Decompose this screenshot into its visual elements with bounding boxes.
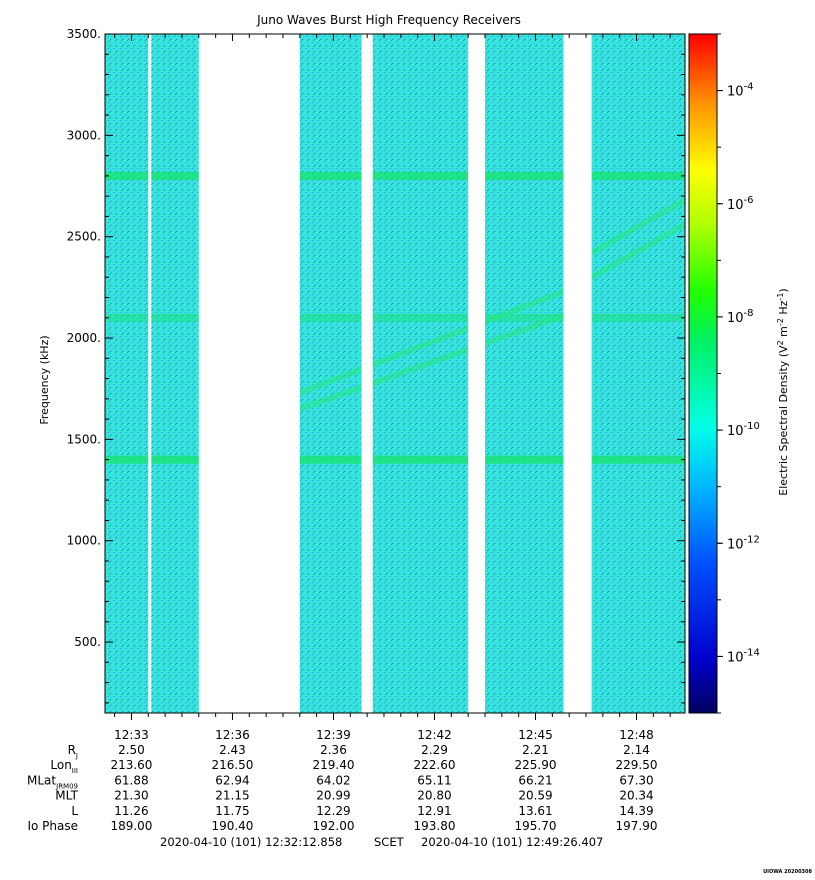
ephemeris-value: 12.91: [417, 804, 451, 818]
ephemeris-value: 21.15: [215, 789, 249, 803]
plot-area: [104, 33, 687, 714]
emission-feature: [298, 310, 571, 412]
ephemeris-value: 216.50: [211, 758, 253, 772]
ephemeris-value: 192.00: [312, 819, 354, 833]
ephemeris-value: 14.39: [619, 804, 653, 818]
ephemeris-value: 2.50: [118, 743, 145, 757]
emission-feature: [590, 197, 687, 256]
footer: 2020-04-10 (101) 12:32:12.858 SCET 2020-…: [160, 835, 603, 849]
data-gap: [361, 34, 373, 713]
emission-band: [105, 455, 685, 464]
ephemeris-value: 12.29: [316, 804, 350, 818]
data-gap: [198, 34, 300, 713]
y-tick-label: 3500.: [67, 27, 101, 41]
colorbar-label: Electric Spectral Density (V2 m-2 Hz-1): [776, 288, 790, 495]
ephemeris-value: 21.30: [114, 789, 148, 803]
ephemeris-value: 219.40: [312, 758, 354, 772]
x-tick-label: 12:33: [114, 728, 149, 742]
ephemeris-value: 2.29: [421, 743, 448, 757]
ephemeris-value: 61.88: [114, 773, 148, 787]
ephemeris-value: 67.30: [619, 773, 653, 787]
footer-scet: SCET: [374, 835, 405, 849]
ephemeris-value: 62.94: [215, 773, 249, 787]
ephemeris-row-label: Io Phase: [27, 819, 78, 833]
colorbar-ticks: 10-4 10-6 10-8 10-10 10-12 10-14: [717, 33, 760, 714]
ephemeris-value: 20.34: [619, 789, 653, 803]
chart-title: Juno Waves Burst High Frequency Receiver…: [256, 13, 521, 27]
ephemeris-value: 2.21: [522, 743, 549, 757]
ephemeris-row-label: MLT: [55, 789, 78, 803]
emission-band: [105, 313, 685, 322]
x-tick-label: 12:39: [316, 728, 351, 742]
colorbar-tick-label: 10-12: [727, 534, 760, 552]
ephemeris-value: 229.50: [616, 758, 658, 772]
y-axis-label: Frequency (kHz): [38, 335, 51, 424]
ephemeris-value: 2.14: [623, 743, 650, 757]
ephemeris-value: 2.36: [320, 743, 347, 757]
ephemeris-row-label: L: [71, 804, 78, 818]
ephemeris-value: 13.61: [518, 804, 552, 818]
ephemeris-value: 11.75: [215, 804, 249, 818]
ephemeris-value: 64.02: [316, 773, 350, 787]
ephemeris-row-label: MLatJRM09: [27, 773, 78, 790]
ephemeris-value: 193.80: [413, 819, 455, 833]
footer-end-time: 2020-04-10 (101) 12:49:26.407: [421, 835, 603, 849]
x-axis-ticks: 12:33 12:36 12:39 12:42 12:45 12:48: [114, 34, 671, 742]
data-gap: [148, 34, 152, 713]
emission-band: [105, 171, 685, 180]
y-tick-label: 500.: [74, 635, 101, 649]
ephemeris-value: 2.43: [219, 743, 246, 757]
colorbar-tick-label: 10-8: [727, 308, 754, 326]
ephemeris-value: 190.40: [211, 819, 253, 833]
ephemeris-row-label: LonIII: [50, 758, 78, 775]
colorbar-tick-label: 10-6: [727, 195, 754, 213]
data-gap: [468, 34, 485, 713]
ephemeris-value: 66.21: [518, 773, 552, 787]
y-axis-ticks: 3500. 3000. 2500. 2000. 1500. 1000. 500.: [67, 27, 685, 704]
y-tick-label: 3000.: [67, 128, 101, 142]
ephemeris-value: 189.00: [110, 819, 152, 833]
colorbar-tick-label: 10-4: [727, 82, 754, 100]
x-tick-label: 12:42: [417, 728, 452, 742]
ephemeris-table: RJ 2.50 2.43 2.36 2.29 2.21 2.14 LonIII 213.60 21…: [27, 743, 657, 833]
ephemeris-value: 213.60: [110, 758, 152, 772]
x-tick-label: 12:48: [619, 728, 654, 742]
credit-label: UIOWA 20200308: [763, 869, 812, 875]
ephemeris-value: 20.59: [518, 789, 552, 803]
ephemeris-value: 225.90: [514, 758, 556, 772]
emission-feature: [298, 286, 571, 396]
colorbar-tick-label: 10-14: [727, 647, 760, 665]
y-tick-label: 2000.: [67, 331, 101, 345]
ephemeris-value: 20.99: [316, 789, 350, 803]
plot-frame: [104, 33, 686, 714]
x-tick-label: 12:45: [518, 728, 553, 742]
ephemeris-value: 222.60: [413, 758, 455, 772]
ephemeris-value: 65.11: [417, 773, 451, 787]
data-gap: [563, 34, 592, 713]
ephemeris-value: 20.80: [417, 789, 451, 803]
ephemeris-value: 11.26: [114, 804, 148, 818]
y-tick-label: 1000.: [67, 534, 101, 548]
colorbar: [688, 33, 718, 714]
emission-feature: [590, 221, 687, 280]
x-tick-label: 12:36: [215, 728, 250, 742]
y-tick-label: 1500.: [67, 432, 101, 446]
ephemeris-row-label: RJ: [68, 743, 78, 760]
footer-start-time: 2020-04-10 (101) 12:32:12.858: [160, 835, 342, 849]
ephemeris-value: 195.70: [514, 819, 556, 833]
y-tick-label: 2500.: [67, 230, 101, 244]
colorbar-tick-label: 10-10: [727, 421, 760, 439]
ephemeris-value: 197.90: [616, 819, 658, 833]
